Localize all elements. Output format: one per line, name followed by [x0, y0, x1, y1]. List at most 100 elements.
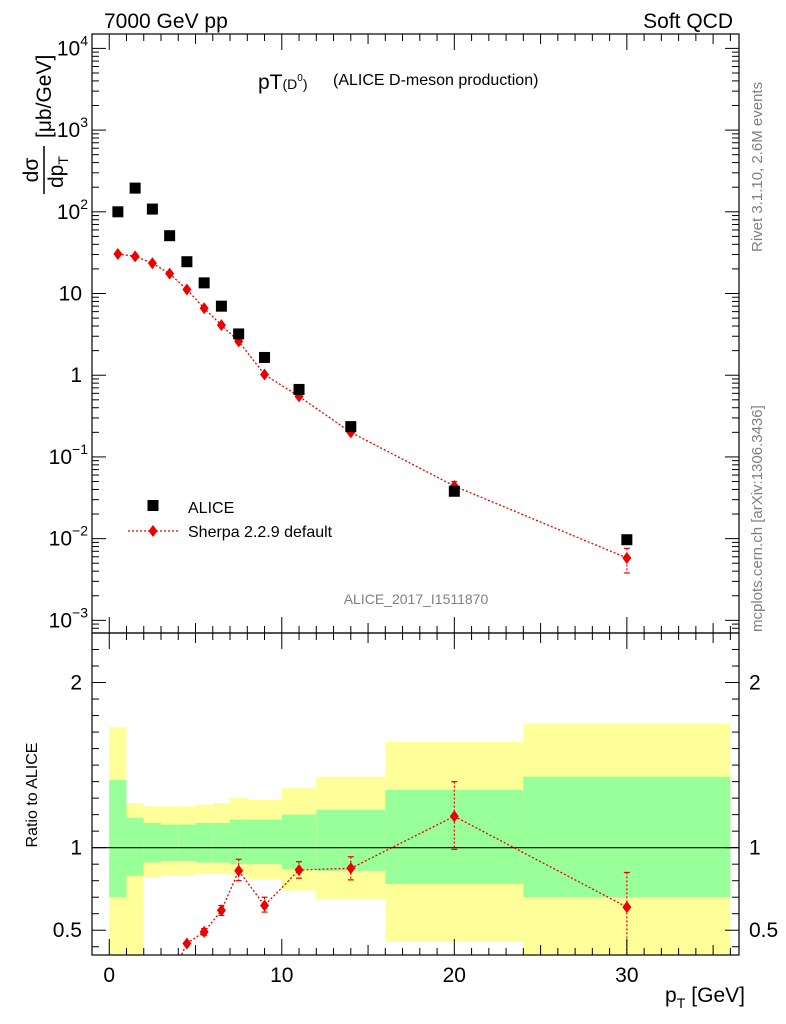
main-alice-point [215, 300, 227, 312]
main-alice-point [146, 203, 158, 215]
plot-title: pT(D0) [258, 71, 308, 94]
ratio-ticks: 2 21 10.5 0.50 10 20 30 [53, 34, 778, 987]
green-band-bin [178, 824, 196, 861]
ratio-sherpa-point [234, 864, 244, 877]
ratio-ytick-label-right: 0.5 [749, 919, 778, 942]
legend-sherpa-marker [148, 525, 158, 537]
title-close: ) [303, 76, 308, 92]
xlabel-main: p [665, 984, 677, 1007]
xlabel-sub: T [677, 995, 686, 1011]
green-band-bin [385, 789, 524, 884]
legend: ALICE Sherpa 2.2.9 default [128, 500, 333, 541]
ratio-sherpa-point [182, 937, 192, 950]
main-ytick-base: 10 [57, 37, 80, 60]
ratio-ytick-label-right: 2 [749, 672, 761, 695]
main-ytick-label: 1 [70, 364, 82, 387]
green-band-bin [109, 779, 127, 898]
title-sub: (D [283, 76, 298, 92]
main-alice-point [164, 230, 176, 242]
ratio-sherpa-point [449, 810, 459, 823]
main-sherpa-point [182, 283, 192, 296]
main-ytick-exp: −2 [72, 523, 88, 539]
main-ytick-label: 104 [57, 32, 88, 60]
ratio-sherpa-point [294, 863, 304, 876]
ylabel-units: [μb/GeV] [33, 55, 56, 138]
main-ytick-exp: 3 [80, 114, 88, 130]
main-alice-series [112, 182, 633, 546]
main-ytick-base: 10 [49, 609, 72, 632]
main-ytick-label: 10 [59, 283, 82, 306]
main-ytick-base: 10 [49, 446, 72, 469]
main-ytick-label: 10−2 [49, 523, 89, 551]
main-ytick-label: 103 [57, 114, 88, 142]
main-sherpa-point [165, 267, 175, 280]
legend-alice-label: ALICE [188, 500, 234, 517]
main-alice-point [181, 256, 193, 268]
ratio-bands [109, 723, 731, 955]
main-sherpa-point [130, 250, 140, 263]
main-sherpa-series [113, 247, 632, 574]
process-label: Soft QCD [643, 10, 733, 33]
xtick-label: 0 [103, 964, 115, 987]
green-band-bin [281, 814, 317, 870]
main-alice-point [129, 182, 141, 194]
xtick-label: 30 [615, 964, 638, 987]
ylabel-den-sub: T [55, 156, 71, 165]
main-ytick-base: 10 [57, 201, 80, 224]
main-alice-point [293, 383, 305, 395]
main-alice-point [259, 351, 271, 363]
ratio-sherpa-point [260, 899, 270, 912]
ratio-sherpa-point [199, 925, 209, 938]
green-band-bin [212, 822, 231, 863]
xtick-label: 20 [443, 964, 466, 987]
legend-alice-marker [147, 500, 159, 511]
ratio-ylabel: Ratio to ALICE [24, 743, 41, 848]
main-alice-point [621, 534, 633, 546]
xlabel-units: [GeV] [691, 984, 745, 1007]
ylabel-numerator: dσ [20, 158, 43, 183]
main-frame [91, 33, 740, 634]
title-main: pT [258, 71, 283, 94]
main-alice-point [112, 206, 124, 218]
ylabel-den-main: dp [45, 165, 68, 188]
main-ytick-exp: −1 [72, 441, 88, 457]
main-alice-point [233, 328, 245, 340]
ratio-ytick-label: 2 [70, 672, 82, 695]
main-ytick-base: 10 [57, 119, 80, 142]
green-band-bin [161, 824, 179, 861]
ratio-sherpa-point [216, 904, 226, 917]
green-band-bin [143, 822, 162, 863]
xlabel: pT [GeV] [665, 984, 745, 1011]
main-alice-point [448, 485, 460, 497]
green-band-bin [195, 822, 213, 863]
ratio-sherpa-line [180, 815, 628, 955]
ratio-ytick-label: 0.5 [53, 919, 82, 942]
title-sup: 0 [297, 73, 303, 84]
rivet-version-label: Rivet 3.1.10, 2.6M events [749, 82, 766, 252]
main-sherpa-point [260, 368, 270, 381]
main-ytick-exp: 4 [80, 32, 88, 48]
energy-label: 7000 GeV pp [104, 10, 228, 33]
mcplots-reference-label: mcplots.cern.ch [arXiv:1306.3436] [749, 405, 766, 632]
main-sherpa-point [622, 551, 632, 564]
main-ytick-exp: −3 [72, 604, 88, 620]
main-ylabel: dσ dpT [μb/GeV] [20, 55, 71, 194]
main-ytick-label: 10−1 [49, 441, 89, 469]
analysis-tag: ALICE_2017_I1511870 [344, 591, 489, 607]
main-ytick-exp: 2 [80, 196, 88, 212]
main-sherpa-point [199, 302, 209, 315]
main-sherpa-point [216, 319, 226, 332]
legend-sherpa-label: Sherpa 2.2.9 default [188, 524, 333, 541]
main-ytick-base: 10 [49, 528, 72, 551]
main-alice-point [345, 421, 357, 433]
green-band-bin [523, 776, 731, 898]
ratio-sherpa-point [346, 862, 356, 875]
ratio-panel: 2 21 10.5 0.50 10 20 30 [53, 34, 778, 987]
xtick-label: 10 [270, 964, 293, 987]
main-ytick-label: 102 [57, 196, 88, 224]
ratio-sherpa-series [180, 781, 632, 955]
ylabel-denominator: dpT [45, 156, 71, 188]
main-alice-point [198, 277, 210, 289]
